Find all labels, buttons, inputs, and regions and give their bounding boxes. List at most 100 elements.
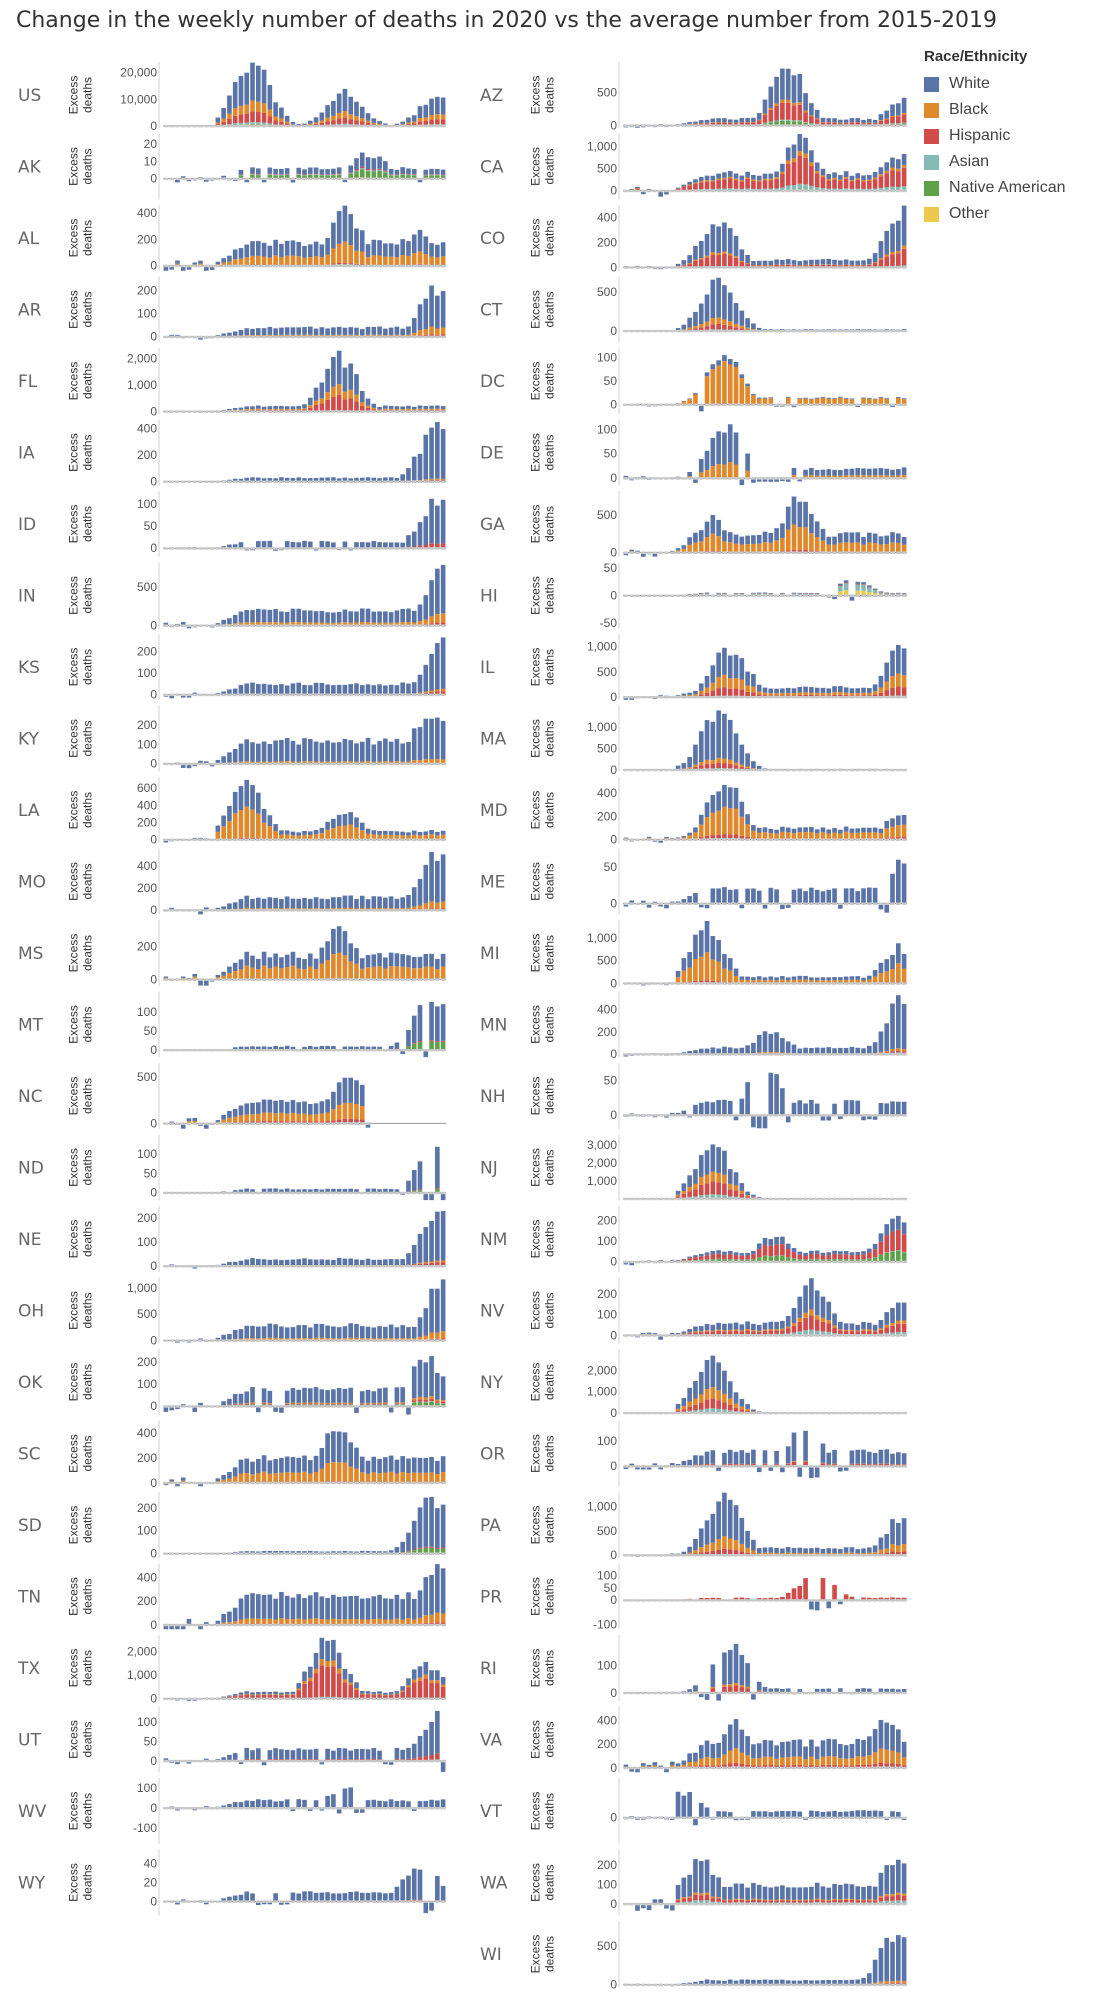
bar-baseline-cap (371, 693, 377, 697)
bar-segment-black (406, 408, 411, 410)
bar-segment-asian (250, 122, 255, 124)
state-label: KS (18, 658, 40, 678)
y-axis-title-line: Excess (67, 1148, 81, 1187)
bar-segment-white (383, 685, 388, 694)
bar-baseline-cap (296, 762, 302, 766)
bar-baseline-cap (377, 177, 382, 181)
bar-baseline-cap (290, 177, 296, 181)
bar-baseline-cap (215, 1191, 221, 1195)
bar-baseline-cap (209, 1191, 215, 1195)
bar-segment-white (435, 295, 440, 329)
bar-segment-black (279, 408, 284, 410)
bar-segment-hispanic (238, 1404, 244, 1405)
bar-baseline-cap (331, 1191, 336, 1195)
y-tick-label: 200 (137, 644, 157, 658)
bar-segment-black (192, 1120, 198, 1123)
bar-segment-asian (273, 124, 278, 126)
y-tick-label: 0 (150, 1333, 157, 1347)
bar-baseline-cap (198, 410, 203, 413)
bar-segment-white (250, 1189, 255, 1193)
bar-segment-white (261, 1046, 267, 1050)
bar-baseline-cap (371, 624, 377, 627)
bar-baseline-cap (273, 693, 278, 697)
bar-baseline-cap (175, 264, 180, 268)
bar-baseline-cap (359, 978, 365, 981)
bar-segment-white (319, 1389, 325, 1403)
bar-baseline-cap (313, 410, 319, 413)
bar-segment-white (313, 1103, 319, 1115)
bar-segment-black (348, 1402, 354, 1404)
bar-segment-black (325, 335, 330, 337)
bar-segment-white (429, 405, 434, 409)
bar-segment-native-american (411, 175, 417, 179)
bar-segment-black (273, 335, 278, 337)
legend-item-asian[interactable]: Asian (924, 149, 1066, 175)
bar-baseline-cap (290, 1048, 296, 1052)
bar-segment-black (244, 257, 250, 265)
bar-segment-white (273, 1259, 278, 1266)
bar-segment-black (417, 835, 423, 840)
bar-baseline-cap (336, 978, 342, 981)
bar-baseline-cap (244, 762, 250, 766)
bar-baseline-cap (331, 1405, 336, 1408)
bar-negative (192, 1406, 198, 1413)
bar-segment-hispanic (365, 122, 371, 126)
legend-item-black[interactable]: Black (924, 97, 1066, 123)
legend-item-other[interactable]: Other (924, 201, 1066, 227)
bar-segment-black (348, 907, 354, 910)
bar-segment-black (307, 1114, 313, 1122)
bar-segment-white (250, 62, 255, 101)
bar-segment-white (279, 327, 284, 335)
bar-segment-hispanic (377, 1403, 382, 1405)
bar-baseline-cap (365, 1481, 371, 1485)
bar-baseline-cap (180, 264, 186, 268)
bar-baseline-cap (371, 909, 377, 912)
bar-baseline-cap (169, 693, 174, 697)
bar-segment-black (388, 834, 394, 840)
bar-baseline-cap (417, 762, 423, 766)
bar-baseline-cap (307, 177, 313, 181)
bar-segment-asian (261, 122, 267, 125)
legend-item-white[interactable]: White (924, 71, 1066, 97)
bar-baseline-cap (435, 124, 440, 128)
bar-baseline-cap (221, 1048, 226, 1052)
bar-segment-black (365, 1402, 371, 1404)
bar-segment-black (359, 1472, 365, 1482)
bar-segment-white (325, 1259, 330, 1266)
bar-segment-white (273, 328, 278, 336)
bar-baseline-cap (313, 1481, 319, 1485)
bar-segment-white (342, 327, 348, 335)
bar-segment-black (383, 834, 388, 840)
bar-segment-white (302, 1046, 307, 1050)
y-axis-title: Excessdeaths (67, 1077, 95, 1116)
bar-segment-black (354, 394, 359, 402)
y-tick-label: 0 (150, 1043, 157, 1057)
bar-segment-hispanic (423, 264, 429, 265)
bar-baseline-cap (255, 693, 261, 697)
y-axis-title-line: deaths (80, 649, 94, 685)
legend-item-hispanic[interactable]: Hispanic (924, 123, 1066, 149)
bar-baseline-cap (238, 480, 244, 484)
bar-segment-white (423, 236, 429, 254)
bar-segment-white (429, 168, 434, 175)
bar-segment-white (255, 684, 261, 694)
bar-segment-hispanic (342, 1118, 348, 1123)
bar-segment-asian (377, 169, 382, 171)
legend-item-native-american[interactable]: Native American (924, 175, 1066, 201)
bar-segment-asian (342, 123, 348, 125)
bar-segment-hispanic (429, 334, 434, 336)
bar-segment-black (302, 908, 307, 910)
bar-baseline-cap (163, 335, 169, 339)
bar-segment-hispanic (307, 1403, 313, 1405)
bar-segment-black (232, 623, 238, 625)
bar-segment-hispanic (215, 123, 221, 126)
bar-segment-black (244, 806, 250, 838)
bar-baseline-cap (261, 978, 267, 981)
bar-segment-native-american (411, 1043, 417, 1050)
bar-segment-white (279, 1457, 284, 1473)
bar-baseline-cap (227, 547, 232, 550)
bar-segment-hispanic (273, 264, 278, 265)
bar-segment-black (244, 907, 250, 910)
bar-baseline-cap (227, 978, 232, 981)
bar-segment-white (261, 1188, 267, 1193)
